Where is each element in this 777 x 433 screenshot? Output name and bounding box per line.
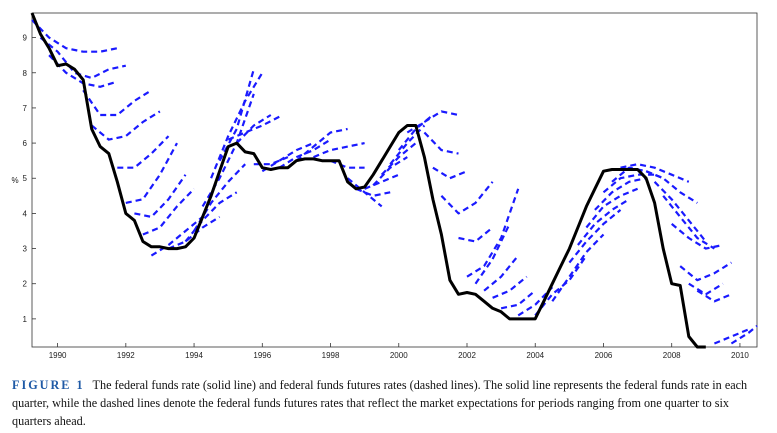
- y-tick-label: 9: [23, 34, 28, 43]
- futures-rate-line-47: [585, 187, 639, 229]
- series-layer: [30, 12, 758, 349]
- futures-rate-line-53: [653, 181, 707, 243]
- y-tick-label: 2: [23, 280, 28, 289]
- futures-rate-line-40: [492, 275, 528, 299]
- futures-rate-line-57: [688, 282, 724, 296]
- futures-rate-line-46: [577, 198, 630, 246]
- y-axis: 1 2 3 4 5 6 7 8 9: [23, 34, 36, 324]
- futures-rate-line-7: [125, 142, 178, 204]
- x-tick-label: 1992: [117, 351, 135, 360]
- futures-rate-line-35: [440, 181, 494, 215]
- futures-rate-line-1: [31, 19, 118, 53]
- futures-rate-line-29: [380, 142, 417, 176]
- y-tick-label: 5: [23, 174, 28, 183]
- futures-rate-line-34: [432, 166, 468, 180]
- x-tick-label: 2002: [458, 351, 476, 360]
- futures-rate-line-42: [517, 286, 554, 317]
- x-tick-label: 2000: [390, 351, 408, 360]
- futures-rate-line-37: [466, 188, 520, 278]
- x-axis: 1990 1992 1994 1996 1998 2000 2002 2004 2006 2008…: [49, 343, 749, 360]
- futures-rate-line-51: [620, 163, 690, 183]
- futures-rate-line-59: [713, 328, 749, 345]
- futures-rate-line-15: [210, 72, 264, 179]
- y-tick-label: 3: [23, 245, 28, 254]
- x-tick-label: 2008: [663, 351, 681, 360]
- futures-rate-line-48: [594, 177, 647, 211]
- futures-rate-line-10: [150, 216, 204, 257]
- futures-rate-line-49: [602, 173, 655, 194]
- futures-rate-line-4: [82, 89, 152, 117]
- futures-rate-line-13: [193, 163, 246, 232]
- x-tick-label: 1998: [322, 351, 340, 360]
- futures-rate-line-43: [534, 254, 588, 317]
- futures-rate-line-11: [168, 215, 221, 250]
- futures-rate-line-56: [679, 261, 732, 282]
- futures-rate-line-26: [355, 187, 391, 197]
- x-tick-label: 2004: [526, 351, 544, 360]
- futures-rate-line-5: [91, 110, 161, 141]
- x-tick-label: 1996: [253, 351, 271, 360]
- y-tick-label: 8: [23, 69, 28, 78]
- futures-rate-line-27: [364, 173, 400, 190]
- x-tick-label: 2010: [731, 351, 749, 360]
- futures-rate-line-23: [313, 142, 365, 159]
- futures-rate-line-54: [662, 195, 715, 250]
- x-tick-label: 2006: [595, 351, 613, 360]
- futures-rate-line-32: [406, 110, 459, 134]
- fed-funds-rate-line: [30, 12, 706, 349]
- futures-rate-line-18: [235, 114, 272, 144]
- plot-frame: [31, 12, 758, 348]
- futures-rate-line-16: [218, 68, 255, 162]
- futures-rate-line-9: [142, 188, 195, 236]
- futures-rate-line-20: [261, 142, 314, 173]
- caption-text: The federal funds rate (solid line) and …: [12, 378, 748, 428]
- futures-rate-line-41: [500, 289, 536, 310]
- futures-rate-line-36: [458, 226, 494, 243]
- x-tick-label: 1990: [49, 351, 67, 360]
- chart: 1990 1992 1994 1996 1998 2000 2002 2004 2006 2008…: [11, 12, 758, 360]
- futures-rate-line-39: [483, 254, 520, 292]
- x-tick-label: 1994: [185, 351, 203, 360]
- futures-rate-line-60: [730, 325, 758, 345]
- futures-rate-line-25: [346, 177, 383, 208]
- y-tick-label: 7: [23, 104, 28, 113]
- futures-rate-line-55: [671, 223, 724, 250]
- y-axis-label: %: [11, 176, 18, 185]
- futures-rate-line-28: [372, 156, 408, 187]
- futures-rate-line-6: [117, 135, 170, 169]
- y-tick-label: 1: [23, 315, 28, 324]
- figure-label: FIGURE 1: [12, 378, 85, 392]
- futures-rate-line-22: [295, 127, 348, 162]
- futures-rate-line-45: [568, 209, 622, 264]
- figure-caption: FIGURE 1 The federal funds rate (solid li…: [12, 376, 767, 430]
- futures-rate-line-52: [645, 170, 698, 204]
- futures-rate-line-44: [551, 233, 605, 302]
- futures-rate-line-58: [696, 289, 732, 303]
- y-tick-label: 6: [23, 139, 28, 148]
- y-tick-label: 4: [23, 209, 28, 218]
- futures-rate-line-8: [134, 174, 187, 218]
- futures-rate-line-21: [278, 138, 332, 169]
- futures-rate-line-14: [201, 93, 255, 207]
- futures-rate-line-33: [423, 131, 459, 155]
